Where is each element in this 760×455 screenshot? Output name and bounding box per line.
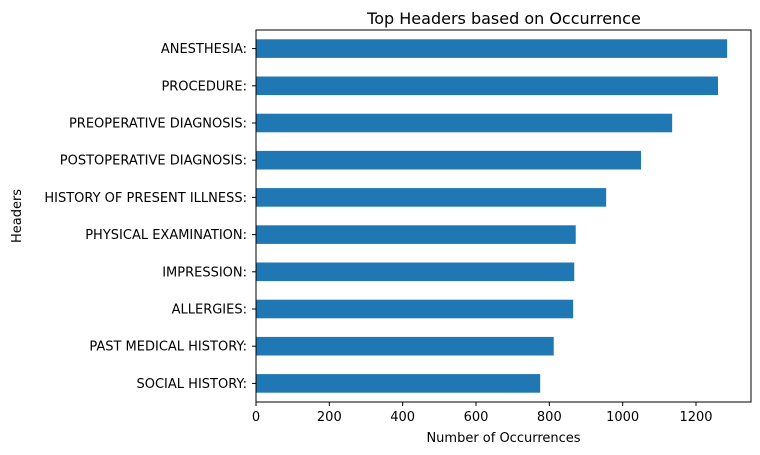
y-tick-label: SOCIAL HISTORY: [137,377,248,392]
bar [256,336,554,356]
y-tick-label: HISTORY OF PRESENT ILLNESS: [44,191,247,206]
x-axis-ticks: 0 200 400 600 800 1000 1200 [252,402,713,425]
bar [256,113,673,133]
x-tick-label: 1200 [679,410,712,425]
bar [256,374,541,393]
bar [256,299,574,319]
bar [256,150,641,170]
chart-title: Top Headers based on Occurrence [366,9,641,28]
y-tick-label: ALLERGIES: [172,303,247,318]
x-tick-label: 0 [252,410,260,425]
bar [256,262,575,282]
x-axis-label: Number of Occurrences [426,431,580,446]
y-tick-label: PROCEDURE: [161,79,247,94]
y-tick-label: ANESTHESIA: [161,42,247,57]
bar [256,188,607,207]
x-tick-label: 1000 [606,410,639,425]
x-tick-label: 400 [390,410,415,425]
y-tick-label: POSTOPERATIVE DIAGNOSIS: [60,154,247,169]
x-tick-label: 200 [317,410,342,425]
y-tick-label: PREOPERATIVE DIAGNOSIS: [69,117,247,132]
y-axis-ticks: ANESTHESIA: PROCEDURE: PREOPERATIVE DIAGNO… [44,42,256,392]
bar [256,76,718,96]
x-tick-label: 600 [464,410,489,425]
bars-group [256,39,728,393]
bar [256,225,576,244]
y-tick-label: PAST MEDICAL HISTORY: [89,340,247,355]
bar [256,39,728,58]
plot-frame [255,29,752,403]
y-tick-label: PHYSICAL EXAMINATION: [85,228,247,243]
x-tick-label: 800 [537,410,562,425]
y-tick-label: IMPRESSION: [162,265,247,280]
y-axis-label: Headers [10,189,25,243]
